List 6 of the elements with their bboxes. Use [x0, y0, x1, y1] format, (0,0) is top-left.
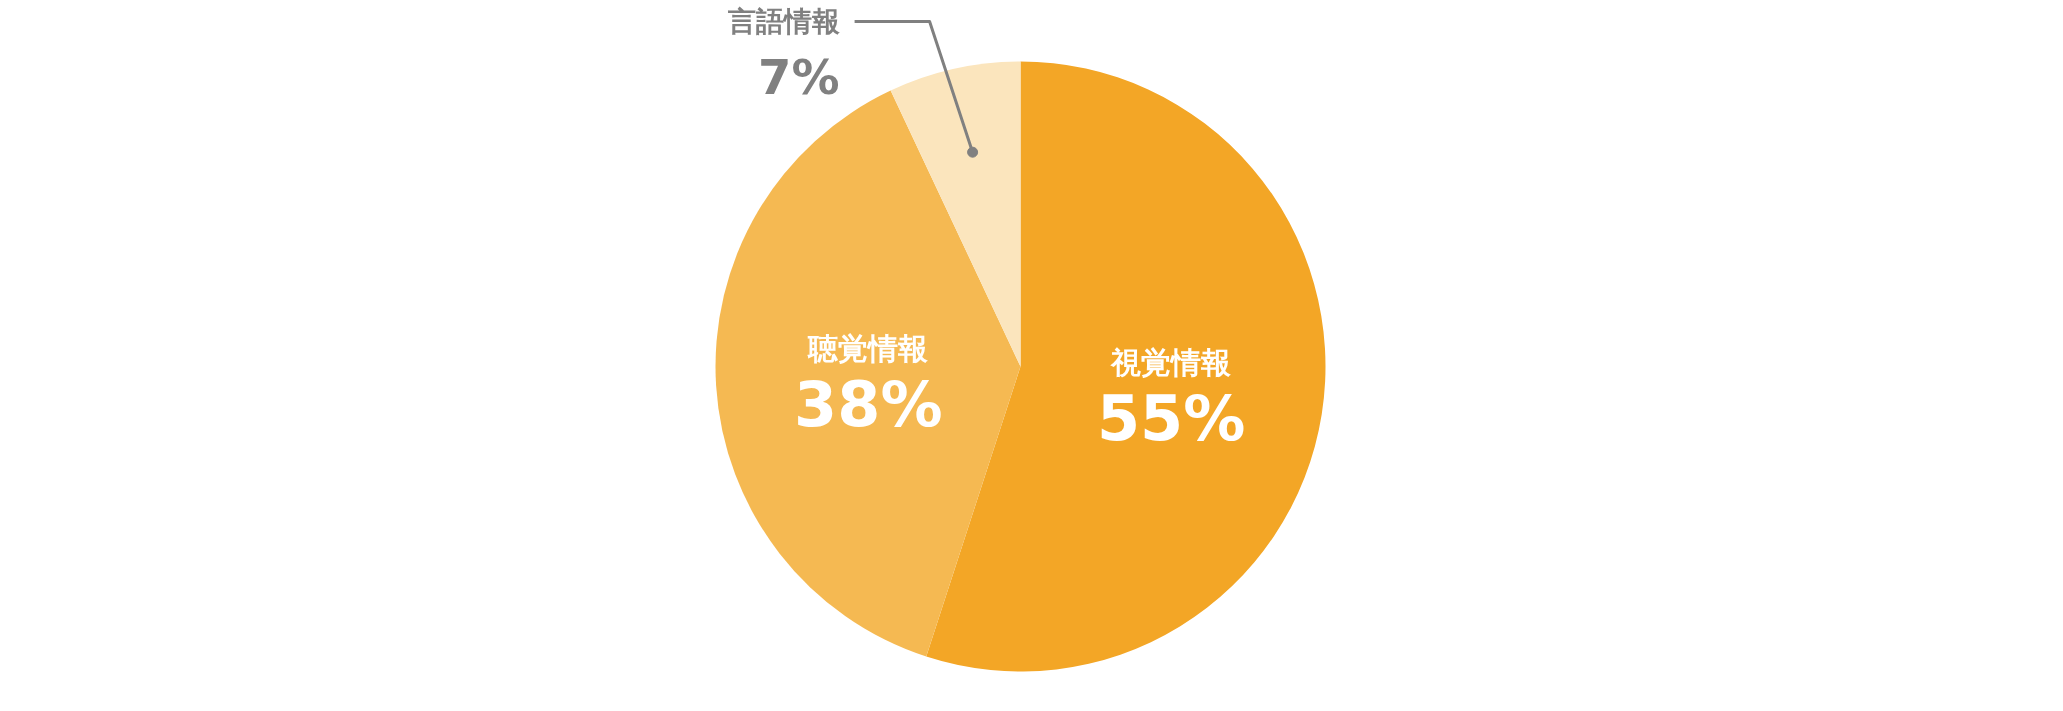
- data-label: 7%: [758, 48, 840, 105]
- slice-label: 視覚情報: [1110, 344, 1232, 380]
- slice-label: 言語情報: [726, 5, 840, 38]
- slice-label: 聴覚情報: [807, 330, 929, 366]
- data-label: 38%: [794, 367, 943, 441]
- data-label: 55%: [1096, 381, 1246, 455]
